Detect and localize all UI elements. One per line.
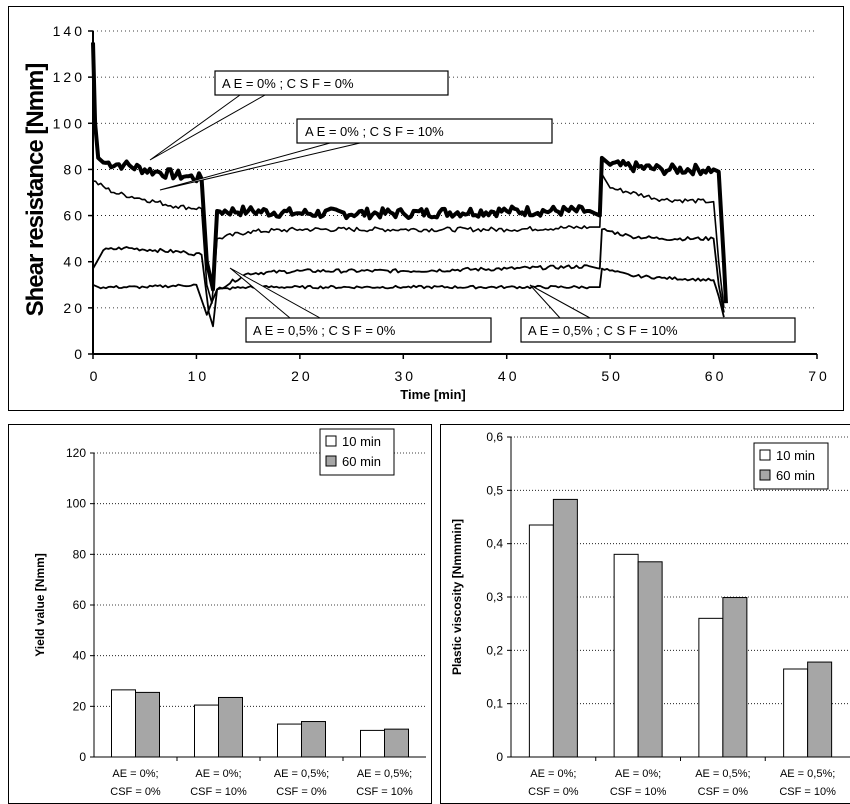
x-tick-label: 50 [601,368,623,384]
series-line-3 [92,227,725,328]
y-tick-label: 20 [63,300,85,316]
viscosity-category-label: CSF = 10% [610,786,667,798]
series-label: A E = 0% ; C S F = 0% [222,76,354,91]
yield-y-tick-label: 60 [73,598,87,612]
viscosity-category-label: AE = 0,5%; [780,768,835,780]
x-axis-title: Time [min] [400,387,466,402]
callout-box [214,70,449,96]
yield-y-tick-label: 20 [73,699,87,713]
yield-bar [360,729,385,758]
viscosity-bar [807,661,833,758]
viscosity-category-label: AE = 0%; [530,768,576,780]
yield-y-axis-title: Yield value [Nmm] [33,553,47,657]
x-tick-label: 30 [394,368,416,384]
y-tick-label: 0 [74,346,85,362]
viscosity-bar [637,561,663,758]
viscosity-y-tick-label: 0 [496,750,503,764]
viscosity-bar [528,524,554,758]
callout-pointer [529,284,591,319]
x-tick-label: 10 [188,368,210,384]
yield-y-tick-label: 40 [73,649,87,663]
yield-category-label: CSF = 0% [276,786,327,798]
x-tick-label: 20 [291,368,313,384]
yield-category-label: AE = 0,5%; [357,768,412,780]
yield-category-label: CSF = 10% [190,786,247,798]
series-line-4 [92,267,725,318]
y-tick-label: 140 [53,23,85,39]
viscosity-legend-label: 60 min [776,468,815,483]
viscosity-bar [722,597,748,758]
x-tick-label: 70 [808,368,830,384]
viscosity-y-tick-label: 0,5 [486,483,503,497]
series-label: A E = 0,5% ; C S F = 0% [253,323,396,338]
y-tick-label: 80 [63,161,85,177]
yield-category-label: AE = 0%; [112,768,158,780]
viscosity-legend-swatch [759,469,771,481]
yield-category-label: CSF = 10% [356,786,413,798]
yield-bar [277,723,302,758]
yield-legend-swatch [325,435,337,447]
viscosity-bar [552,498,578,758]
viscosity-bar [783,668,809,758]
yield-y-tick-label: 0 [79,750,86,764]
yield-legend-label: 10 min [342,434,381,449]
yield-bar [301,721,326,758]
viscosity-category-label: CSF = 10% [779,786,836,798]
yield-bar [218,696,243,758]
yield-bar [384,728,409,758]
series-label: A E = 0% ; C S F = 10% [305,124,444,139]
yield-legend [319,428,395,476]
viscosity-legend-label: 10 min [776,448,815,463]
yield-category-label: AE = 0,5%; [274,768,329,780]
yield-legend-label: 60 min [342,454,381,469]
y-tick-label: 120 [53,69,85,85]
series-label: A E = 0,5% ; C S F = 10% [528,323,678,338]
y-axis-title: Shear resistance [Nmm] [22,64,49,317]
yield-category-label: CSF = 0% [110,786,161,798]
viscosity-y-tick-label: 0,2 [486,643,503,657]
viscosity-y-tick-label: 0,6 [486,430,503,444]
yield-category-label: AE = 0%; [195,768,241,780]
viscosity-category-label: AE = 0%; [615,768,661,780]
viscosity-bar [698,617,724,758]
viscosity-bar [613,553,639,758]
yield-y-tick-label: 100 [66,497,86,511]
viscosity-category-label: CSF = 0% [528,786,579,798]
yield-y-tick-label: 80 [73,547,87,561]
viscosity-legend-swatch [759,449,771,461]
x-tick-label: 60 [705,368,727,384]
x-tick-label: 0 [90,368,101,384]
callout-pointer [159,142,361,191]
yield-bar [111,689,136,758]
yield-bar [135,691,160,758]
y-tick-label: 40 [63,254,85,270]
viscosity-y-axis-title: Plastic viscosity [Nmmmin] [450,519,464,675]
y-tick-label: 100 [53,115,85,131]
callout-pointer [149,94,267,161]
x-tick-label: 40 [498,368,520,384]
y-tick-label: 60 [63,208,85,224]
yield-legend-swatch [325,455,337,467]
viscosity-y-tick-label: 0,1 [486,697,503,711]
yield-y-tick-label: 120 [66,446,86,460]
series-line-2 [92,173,725,308]
viscosity-category-label: AE = 0,5%; [695,768,750,780]
series-line-1 [91,42,728,304]
callout-box [296,118,553,144]
viscosity-y-tick-label: 0,4 [486,537,503,551]
viscosity-y-tick-label: 0,3 [486,590,503,604]
callout-box [520,317,796,343]
viscosity-category-label: CSF = 0% [698,786,749,798]
callout-pointer [229,267,322,319]
callout-box [245,317,492,343]
yield-bar [194,704,219,758]
